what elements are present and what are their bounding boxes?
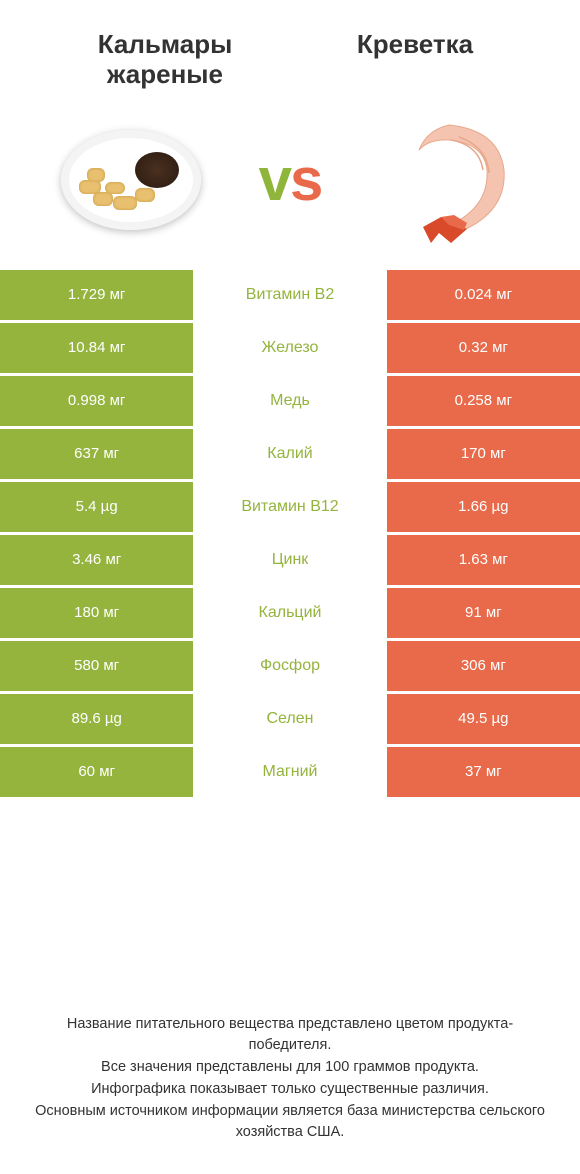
right-food-title: Креветка: [290, 30, 540, 60]
left-value: 637 мг: [0, 429, 193, 479]
nutrient-label: Фосфор: [193, 641, 386, 691]
left-value: 1.729 мг: [0, 270, 193, 320]
right-value: 0.024 мг: [387, 270, 580, 320]
right-title: Креветка: [357, 29, 473, 59]
footnote-line2: Все значения представлены для 100 граммо…: [101, 1059, 479, 1075]
left-title-line2: жареные: [107, 59, 223, 89]
right-value: 306 мг: [387, 641, 580, 691]
shrimp-image: [374, 120, 524, 240]
vs-v: v: [259, 146, 290, 213]
nutrient-label: Цинк: [193, 535, 386, 585]
nutrient-label: Железо: [193, 323, 386, 373]
left-value: 5.4 µg: [0, 482, 193, 532]
footnote-line1: Название питательного вещества представл…: [67, 1016, 513, 1054]
left-value: 10.84 мг: [0, 323, 193, 373]
footnote: Название питательного вещества представл…: [30, 1014, 550, 1145]
table-row: 10.84 мгЖелезо0.32 мг: [0, 323, 580, 373]
vs-label: vs: [259, 145, 322, 214]
nutrient-label: Витамин B12: [193, 482, 386, 532]
header: Кальмары жареные Креветка: [0, 0, 580, 100]
table-row: 3.46 мгЦинк1.63 мг: [0, 535, 580, 585]
nutrient-label: Кальций: [193, 588, 386, 638]
table-row: 1.729 мгВитамин B20.024 мг: [0, 270, 580, 320]
left-food-title: Кальмары жареные: [40, 30, 290, 90]
nutrient-label: Медь: [193, 376, 386, 426]
left-value: 89.6 µg: [0, 694, 193, 744]
footnote-line3: Инфографика показывает только существенн…: [91, 1081, 489, 1097]
nutrient-label: Магний: [193, 747, 386, 797]
calamari-image: [56, 120, 206, 240]
nutrient-label: Селен: [193, 694, 386, 744]
table-row: 0.998 мгМедь0.258 мг: [0, 376, 580, 426]
table-row: 60 мгМагний37 мг: [0, 747, 580, 797]
left-value: 580 мг: [0, 641, 193, 691]
table-row: 89.6 µgСелен49.5 µg: [0, 694, 580, 744]
table-row: 180 мгКальций91 мг: [0, 588, 580, 638]
footnote-line4: Основным источником информации является …: [35, 1103, 545, 1141]
plate-icon: [61, 130, 201, 230]
right-value: 37 мг: [387, 747, 580, 797]
left-value: 180 мг: [0, 588, 193, 638]
table-row: 637 мгКалий170 мг: [0, 429, 580, 479]
left-value: 0.998 мг: [0, 376, 193, 426]
table-row: 580 мгФосфор306 мг: [0, 641, 580, 691]
right-value: 1.63 мг: [387, 535, 580, 585]
nutrition-table: 1.729 мгВитамин B20.024 мг10.84 мгЖелезо…: [0, 270, 580, 797]
right-value: 170 мг: [387, 429, 580, 479]
right-value: 91 мг: [387, 588, 580, 638]
images-row: vs: [0, 100, 580, 270]
shrimp-icon: [379, 115, 519, 245]
left-value: 60 мг: [0, 747, 193, 797]
table-row: 5.4 µgВитамин B121.66 µg: [0, 482, 580, 532]
left-value: 3.46 мг: [0, 535, 193, 585]
nutrient-label: Витамин B2: [193, 270, 386, 320]
right-value: 0.258 мг: [387, 376, 580, 426]
right-value: 0.32 мг: [387, 323, 580, 373]
left-title-line1: Кальмары: [98, 29, 233, 59]
vs-s: s: [290, 146, 321, 213]
right-value: 49.5 µg: [387, 694, 580, 744]
nutrient-label: Калий: [193, 429, 386, 479]
right-value: 1.66 µg: [387, 482, 580, 532]
